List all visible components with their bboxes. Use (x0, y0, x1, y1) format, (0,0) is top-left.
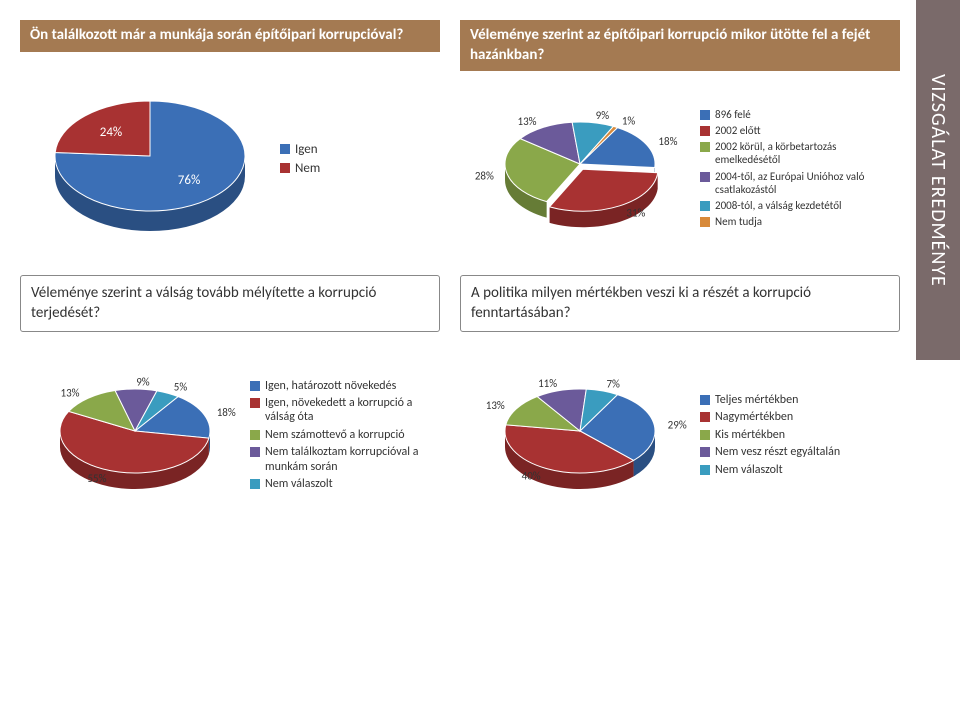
svg-text:29%: 29% (668, 418, 687, 431)
panel-tr: Véleménye szerint az építőipari korrupci… (460, 20, 900, 263)
legend-label: Nem találkoztam korrupcióval a munkám so… (265, 445, 440, 474)
side-title: VIZSGÁLAT EREDMÉNYE (916, 0, 960, 360)
panel-bl-legend: Igen, határozott növekedés Igen, növekede… (250, 376, 440, 495)
panel-bl: Véleménye szerint a válság tovább mélyít… (20, 275, 440, 530)
panel-br: A politika milyen mértékben veszi ki a r… (460, 275, 900, 530)
legend-item: Teljes mértékben (700, 393, 840, 407)
panel-tr-chart-wrap: 18% 31% 28% 13% 9% 1% 896 felé 2002 előtt 2002 … (460, 73, 900, 263)
legend-swatch (250, 479, 260, 489)
svg-text:40%: 40% (522, 469, 541, 482)
legend-swatch (700, 412, 710, 422)
panel-tl-chart: 76% 24% (20, 60, 280, 260)
legend-swatch (280, 144, 290, 154)
legend-item: Kis mértékben (700, 428, 840, 442)
legend-item: Nem válaszolt (250, 477, 440, 491)
legend-swatch (700, 465, 710, 475)
svg-text:13%: 13% (61, 386, 80, 399)
svg-text:76%: 76% (178, 173, 200, 188)
svg-text:55%: 55% (87, 472, 106, 485)
legend-label: Nem válaszolt (715, 463, 783, 477)
legend-swatch (700, 110, 710, 120)
panel-br-title: A politika milyen mértékben veszi ki a r… (460, 275, 900, 332)
legend-swatch (280, 163, 290, 173)
legend-label: Kis mértékben (715, 428, 785, 442)
legend-label: Teljes mértékben (715, 393, 798, 407)
svg-text:5%: 5% (174, 380, 188, 393)
legend-item: 2002 előtt (700, 124, 880, 137)
panel-bl-chart: 18% 55% 13% 9% 5% (20, 340, 250, 530)
legend-swatch (250, 398, 260, 408)
legend-item: Nem válaszolt (700, 463, 840, 477)
panel-tl-chart-wrap: 76% 24% Igen Nem (20, 60, 440, 260)
svg-text:24%: 24% (100, 124, 122, 139)
legend-label: 896 felé (715, 108, 751, 121)
panel-tr-chart: 18% 31% 28% 13% 9% 1% (460, 73, 700, 263)
legend-item: Igen, határozott növekedés (250, 379, 440, 393)
legend-item: Nem tudja (700, 215, 880, 228)
svg-text:18%: 18% (217, 406, 236, 419)
panel-bl-chart-wrap: 18% 55% 13% 9% 5% Igen, határozott növekedés… (20, 340, 440, 530)
legend-swatch (700, 430, 710, 440)
svg-text:7%: 7% (606, 378, 620, 391)
legend-label: Igen (295, 142, 318, 158)
legend-swatch (700, 395, 710, 405)
svg-text:18%: 18% (658, 135, 677, 148)
legend-swatch (700, 217, 710, 227)
legend-item: Nem (280, 161, 320, 177)
legend-label: Nem vesz részt egyáltalán (715, 445, 840, 459)
legend-item: 896 felé (700, 108, 880, 121)
legend-item: Igen, növekedett a korrupció a válság ót… (250, 396, 440, 425)
legend-label: Nem számottevő a korrupció (265, 428, 405, 442)
panel-tl-title: Ön találkozott már a munkája során építő… (20, 20, 440, 52)
legend-item: Nem vesz részt egyáltalán (700, 445, 840, 459)
svg-text:13%: 13% (486, 399, 505, 412)
panel-bl-title: Véleménye szerint a válság tovább mélyít… (20, 275, 440, 332)
panel-tr-title: Véleménye szerint az építőipari korrupci… (460, 20, 900, 71)
panel-tr-legend: 896 felé 2002 előtt 2002 körül, a körbetar… (700, 105, 880, 232)
legend-swatch (700, 447, 710, 457)
legend-item: 2002 körül, a körbetartozás emelkedésétő… (700, 140, 880, 166)
panel-br-legend: Teljes mértékben Nagymértékben Kis mértékb… (700, 390, 840, 480)
panel-tl: Ön találkozott már a munkája során építő… (20, 20, 440, 263)
legend-swatch (700, 172, 710, 182)
svg-text:11%: 11% (538, 377, 557, 390)
legend-label: 2008-tól, a válság kezdetétől (715, 199, 842, 212)
legend-swatch (700, 201, 710, 211)
legend-item: Nem számottevő a korrupció (250, 428, 440, 442)
panel-tl-legend: Igen Nem (280, 139, 320, 179)
legend-swatch (250, 381, 260, 391)
svg-text:13%: 13% (518, 115, 537, 128)
legend-label: 2002 előtt (715, 124, 761, 137)
panel-br-chart: 29% 40% 13% 11% 7% (460, 340, 700, 530)
svg-text:1%: 1% (622, 114, 636, 127)
panel-br-chart-wrap: 29% 40% 13% 11% 7% Teljes mértékben Nagymérté… (460, 340, 900, 530)
svg-text:9%: 9% (136, 375, 150, 388)
legend-label: Nem válaszolt (265, 477, 333, 491)
legend-label: Nem (295, 161, 320, 177)
legend-item: 2004-től, az Európai Unióhoz való csatla… (700, 170, 880, 196)
legend-label: Igen, növekedett a korrupció a válság ót… (265, 396, 440, 425)
svg-text:31%: 31% (626, 206, 645, 219)
legend-item: 2008-tól, a válság kezdetétől (700, 199, 880, 212)
chart-grid: Ön találkozott már a munkája során építő… (20, 20, 900, 530)
legend-label: 2002 körül, a körbetartozás emelkedésétő… (715, 140, 880, 166)
legend-swatch (700, 126, 710, 136)
legend-swatch (250, 430, 260, 440)
legend-label: Nem tudja (715, 215, 762, 228)
legend-label: 2004-től, az Európai Unióhoz való csatla… (715, 170, 880, 196)
svg-text:28%: 28% (475, 169, 494, 182)
legend-label: Igen, határozott növekedés (265, 379, 396, 393)
legend-item: Igen (280, 142, 320, 158)
svg-text:9%: 9% (596, 109, 610, 122)
legend-item: Nagymértékben (700, 410, 840, 424)
legend-swatch (700, 142, 710, 152)
legend-swatch (250, 447, 260, 457)
legend-label: Nagymértékben (715, 410, 793, 424)
legend-item: Nem találkoztam korrupcióval a munkám so… (250, 445, 440, 474)
